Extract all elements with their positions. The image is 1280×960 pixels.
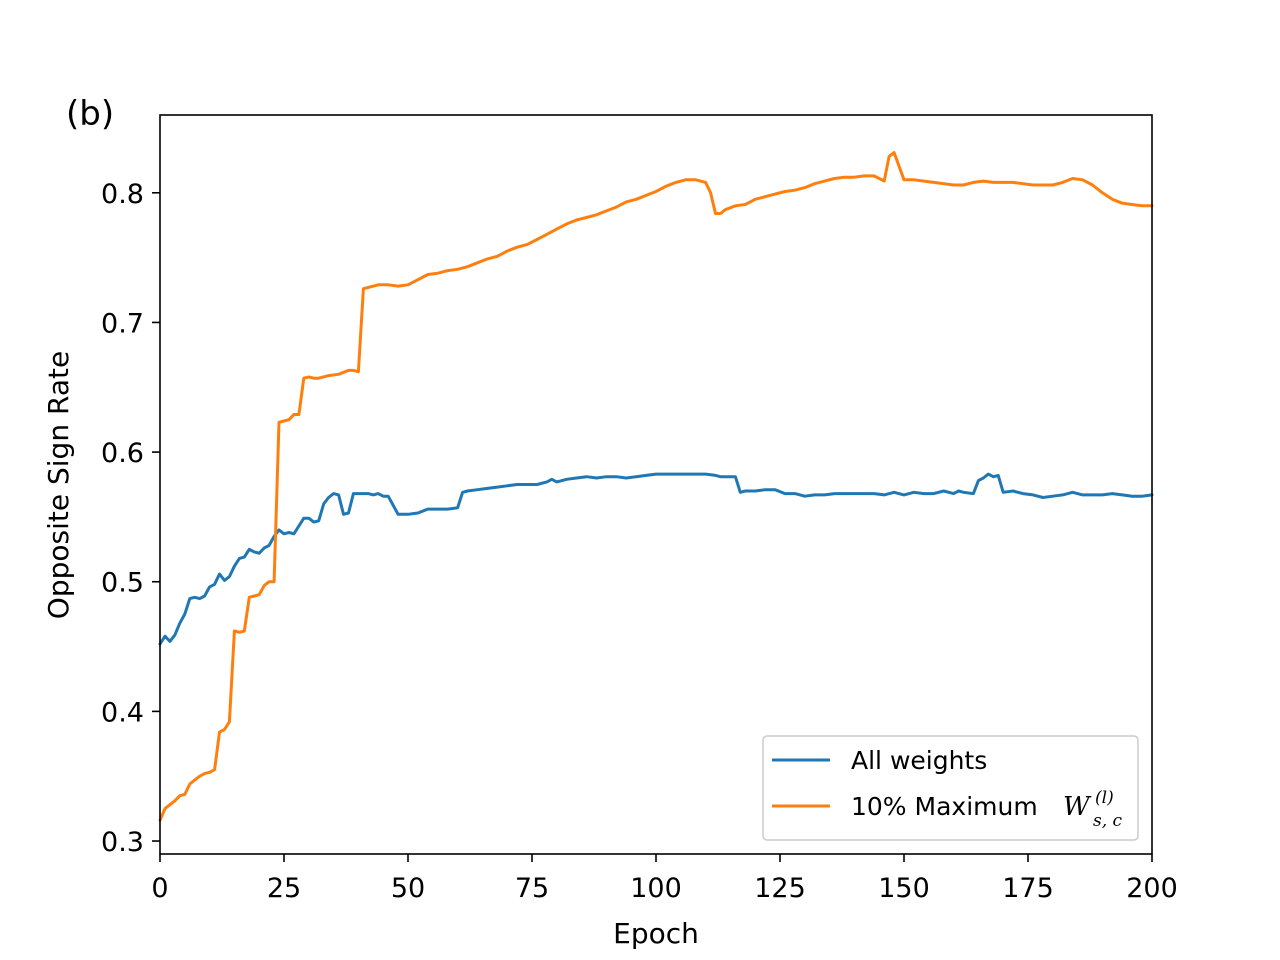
legend-label-max-weights: 10% Maximum xyxy=(851,792,1038,821)
x-tick-label: 150 xyxy=(878,873,930,904)
series-line-all-weights xyxy=(158,472,1154,646)
y-axis: 0.3 0.4 0.5 0.6 0.7 0.8 xyxy=(101,179,160,858)
y-axis-title: Opposite Sign Rate xyxy=(42,351,75,619)
y-tick-label: 0.6 xyxy=(101,438,144,469)
series-layer xyxy=(158,151,1154,822)
x-tick-label: 75 xyxy=(515,873,549,904)
legend-label-all-weights: All weights xyxy=(851,746,987,775)
legend-math-w: W xyxy=(1063,792,1092,822)
legend-math-sub: s, c xyxy=(1093,811,1123,831)
x-tick-label: 25 xyxy=(267,873,301,904)
y-tick-label: 0.8 xyxy=(101,179,144,210)
legend-math-sup: (l) xyxy=(1095,788,1114,808)
legend-box xyxy=(762,735,1139,841)
legend: All weights 10% Maximum W (l) s, c xyxy=(762,735,1139,841)
x-tick-label: 200 xyxy=(1126,873,1178,904)
x-tick-label: 100 xyxy=(630,873,682,904)
panel-label: (b) xyxy=(66,94,114,134)
series-line-max-weights xyxy=(158,151,1154,822)
y-tick-label: 0.7 xyxy=(101,308,144,339)
legend-label-max-prefix: 10% Maximum xyxy=(851,792,1038,821)
y-tick-label: 0.5 xyxy=(101,568,144,599)
x-tick-label: 50 xyxy=(391,873,425,904)
x-tick-label: 125 xyxy=(754,873,806,904)
x-axis: 0 25 50 75 100 125 150 175 200 xyxy=(151,854,1178,904)
y-tick-label: 0.3 xyxy=(101,827,144,858)
x-axis-title: Epoch xyxy=(613,917,699,950)
x-tick-label: 0 xyxy=(151,873,168,904)
y-tick-label: 0.4 xyxy=(101,697,144,728)
x-tick-label: 175 xyxy=(1002,873,1054,904)
